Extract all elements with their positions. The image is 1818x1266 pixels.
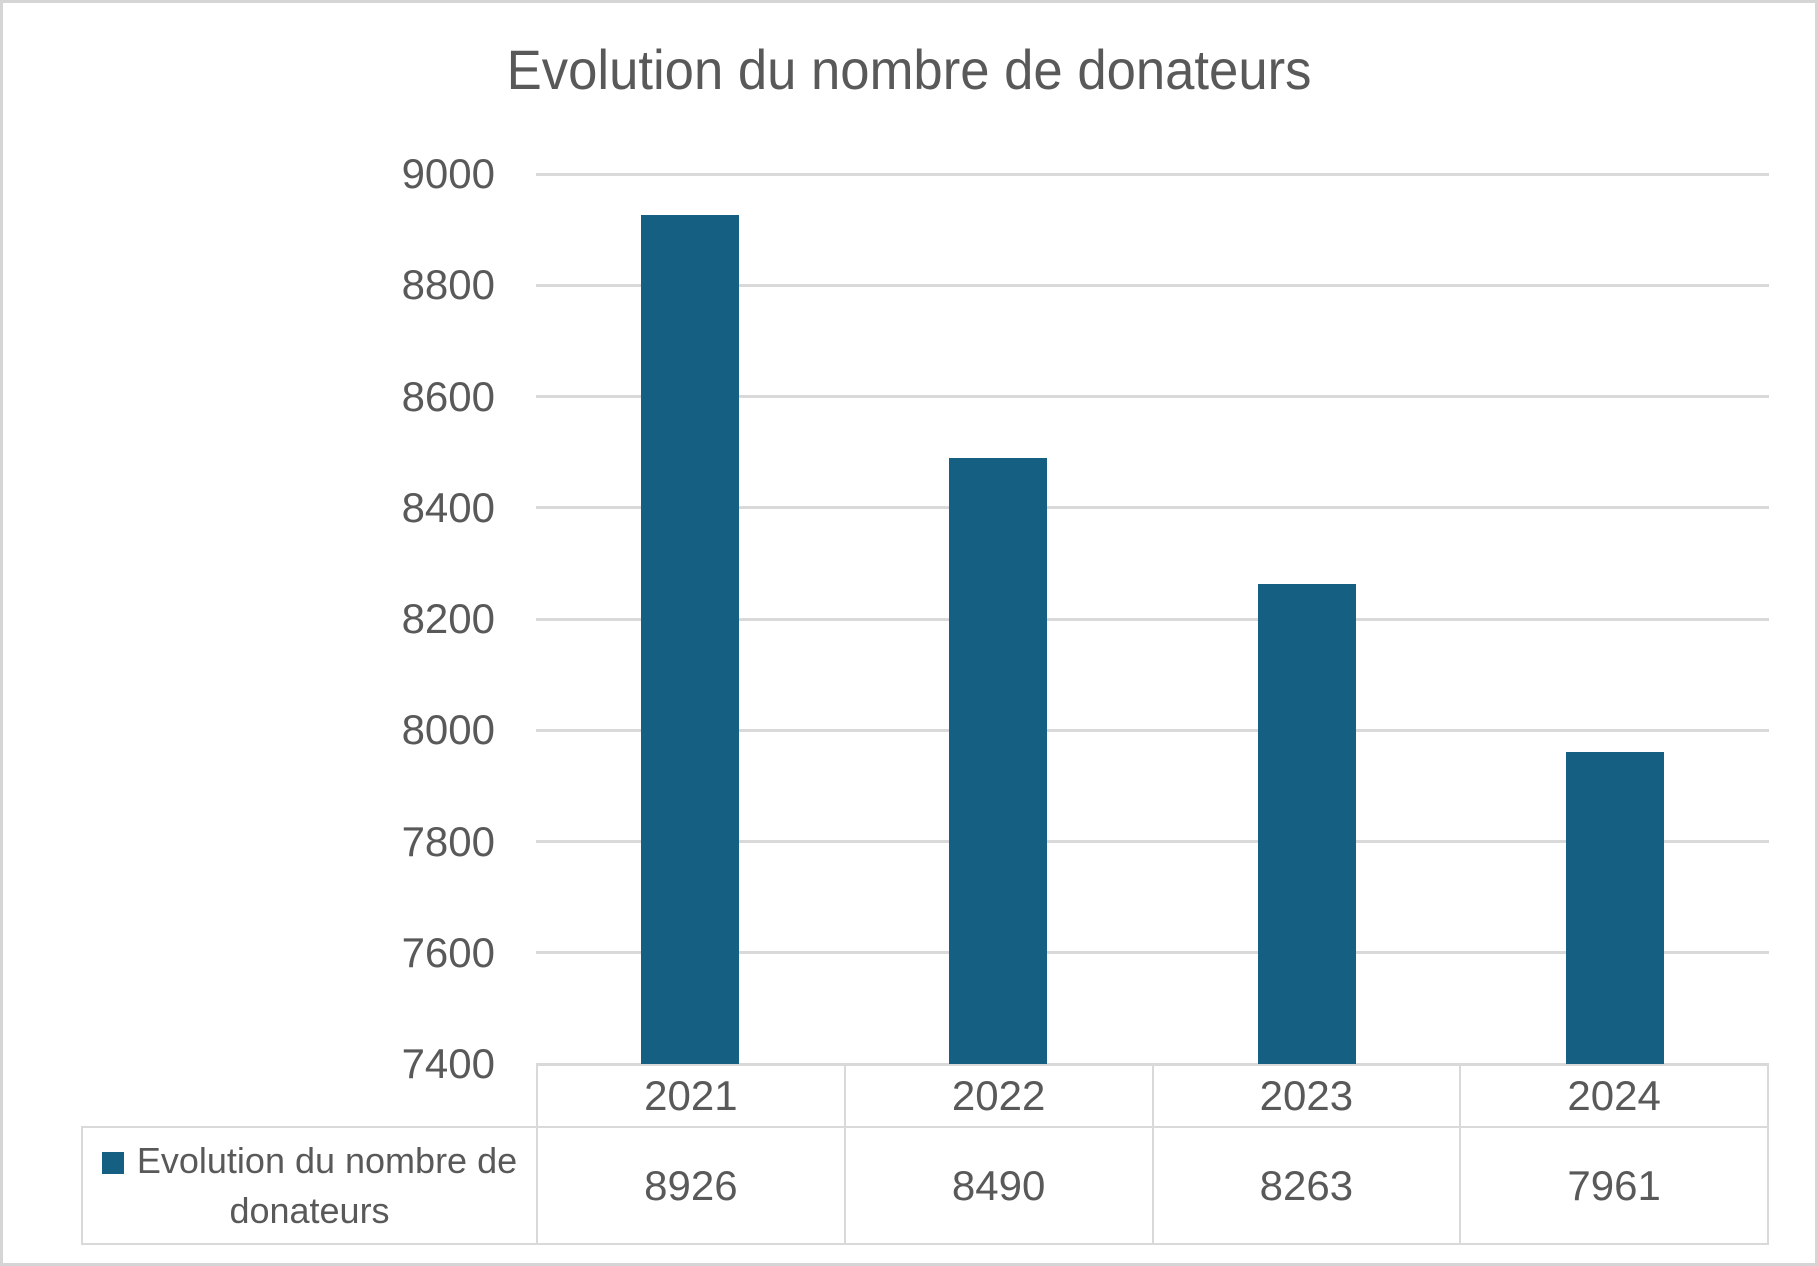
year-cell-2022: 2022 [843,1066,1152,1126]
value-cell-2024: 7961 [1459,1128,1767,1243]
plot-area: 9000 8800 8600 8400 8200 8000 7800 7600 7400 [3,3,1815,1263]
data-table-values-row: 8926 8490 8263 7961 [536,1126,1769,1245]
bar-2021[interactable] [641,215,740,1064]
y-axis-tick-label-8400: 8400 [401,483,495,531]
bar-2023[interactable] [1257,583,1356,1064]
year-cell-2021: 2021 [644,1072,738,1119]
y-axis-tick-label-8600: 8600 [401,372,495,420]
chart-title: Evolution du nombre de donateurs [3,37,1815,103]
gridline-8200 [536,617,1769,621]
gridline-8400 [536,506,1769,510]
y-axis-tick-label-7400: 7400 [401,1040,495,1087]
data-table-header-row: 2021 2022 2023 2024 [536,1064,1769,1128]
value-cell-2023: 8263 [1151,1128,1460,1243]
gridline-8000 [536,728,1769,732]
bar-2022[interactable] [949,457,1048,1064]
legend-label: Evolution du nombre de donateurs [84,1136,536,1236]
y-axis-tick-label-7800: 7800 [401,817,495,865]
gridline-9000 [536,172,1769,176]
y-axis-tick-label-8800: 8800 [401,261,495,309]
y-axis-tick-label-8200: 8200 [401,595,495,642]
gridline-7800 [536,840,1769,843]
bar-2024[interactable] [1565,751,1664,1064]
y-axis-tick-label-7600: 7600 [401,928,495,976]
gridline-7600 [536,951,1769,955]
value-cell-2021: 8926 [644,1161,738,1209]
year-cell-2024: 2024 [1459,1066,1767,1126]
chart-title-text: Evolution du nombre de donateurs [506,38,1312,101]
y-axis-tick-label-9000: 9000 [401,150,495,197]
legend-series-name: Evolution du nombre de donateurs [136,1139,518,1231]
legend-color-swatch-icon [101,1151,124,1174]
year-cell-2023: 2023 [1151,1066,1460,1126]
gridline-8600 [536,395,1769,398]
y-axis-tick-label-8000: 8000 [401,706,495,754]
value-cell-2022: 8490 [843,1128,1152,1243]
gridline-8800 [536,283,1769,287]
legend-cell: Evolution du nombre de donateurs [81,1126,538,1245]
